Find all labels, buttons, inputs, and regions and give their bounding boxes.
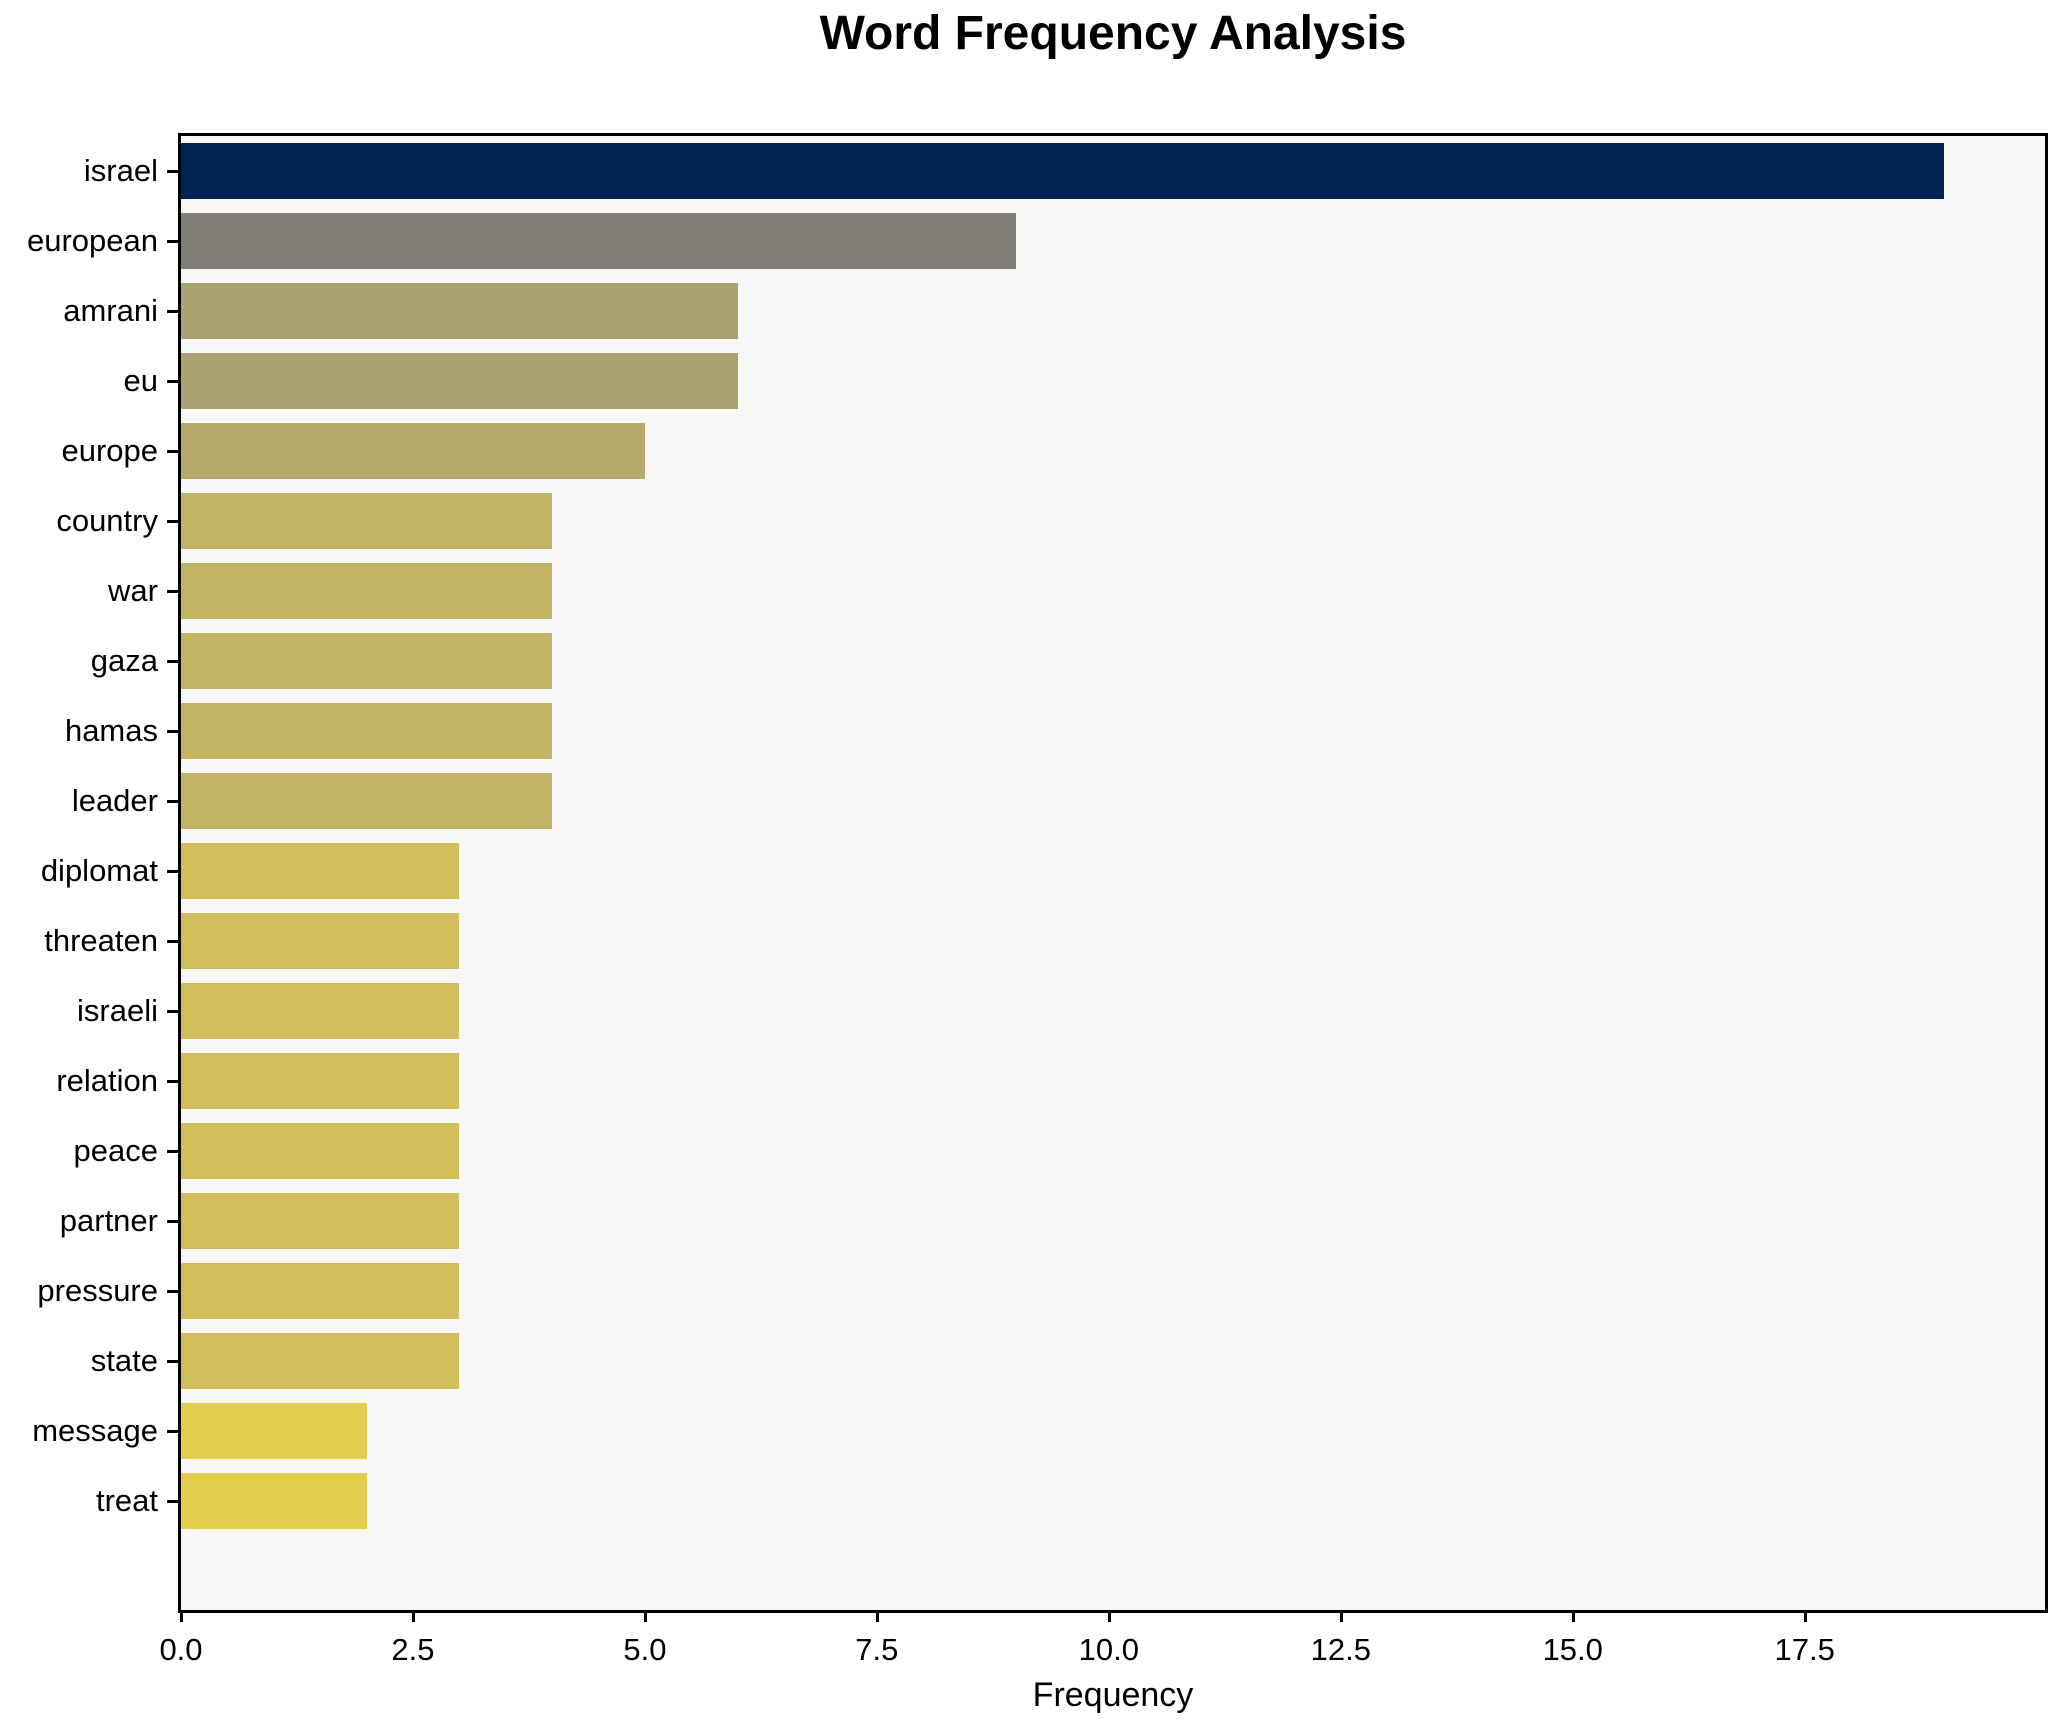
y-tick-label-peace: peace: [73, 1133, 158, 1168]
y-tick-mark: [167, 940, 178, 943]
x-axis-title: Frequency: [1032, 1676, 1194, 1714]
y-tick-mark: [167, 1150, 178, 1153]
y-tick-mark: [167, 800, 178, 803]
bar-pressure: [181, 1263, 459, 1319]
y-tick-label-treat: treat: [95, 1483, 158, 1518]
x-tick-label-2.5: 2.5: [391, 1632, 435, 1667]
y-tick-mark: [167, 380, 178, 383]
bar-eu: [181, 353, 738, 409]
y-tick-label-threaten: threaten: [44, 923, 158, 958]
y-tick-mark: [167, 310, 178, 313]
x-tick-mark: [1571, 1610, 1575, 1622]
y-tick-label-gaza: gaza: [90, 643, 158, 678]
bar-hamas: [181, 703, 552, 759]
bar-treat: [181, 1473, 367, 1529]
y-tick-label-pressure: pressure: [37, 1273, 158, 1308]
plot-area: [178, 133, 2048, 1613]
bar-european: [181, 213, 1016, 269]
y-tick-mark: [167, 1430, 178, 1433]
bar-leader: [181, 773, 552, 829]
bar-diplomat: [181, 843, 459, 899]
y-tick-label-amrani: amrani: [63, 293, 158, 328]
y-tick-label-hamas: hamas: [64, 713, 158, 748]
bar-war: [181, 563, 552, 619]
y-tick-label-relation: relation: [56, 1063, 158, 1098]
y-tick-label-israel: israel: [83, 153, 158, 188]
bar-relation: [181, 1053, 459, 1109]
y-tick-label-state: state: [90, 1343, 158, 1378]
x-tick-mark: [1339, 1610, 1343, 1622]
x-tick-mark: [875, 1610, 879, 1622]
x-tick-label-5.0: 5.0: [623, 1632, 667, 1667]
y-tick-mark: [167, 240, 178, 243]
bar-country: [181, 493, 552, 549]
bar-message: [181, 1403, 367, 1459]
x-tick-label-7.5: 7.5: [855, 1632, 899, 1667]
y-tick-label-israeli: israeli: [77, 993, 158, 1028]
y-tick-label-war: war: [108, 573, 158, 608]
y-tick-mark: [167, 450, 178, 453]
bar-israel: [181, 143, 1944, 199]
y-tick-mark: [167, 1010, 178, 1013]
y-tick-label-european: european: [26, 223, 158, 258]
y-tick-label-message: message: [32, 1413, 158, 1448]
y-tick-label-country: country: [56, 503, 158, 538]
x-tick-label-15.0: 15.0: [1542, 1632, 1603, 1667]
bar-israeli: [181, 983, 459, 1039]
x-tick-label-10.0: 10.0: [1078, 1632, 1139, 1667]
y-tick-mark: [167, 1080, 178, 1083]
y-tick-mark: [167, 730, 178, 733]
y-tick-mark: [167, 660, 178, 663]
bar-gaza: [181, 633, 552, 689]
y-tick-label-diplomat: diplomat: [40, 853, 158, 888]
x-tick-mark: [643, 1610, 647, 1622]
bar-amrani: [181, 283, 738, 339]
bar-peace: [181, 1123, 459, 1179]
x-tick-mark: [1107, 1610, 1111, 1622]
y-tick-mark: [167, 1220, 178, 1223]
y-tick-label-eu: eu: [123, 363, 158, 398]
x-tick-label-17.5: 17.5: [1774, 1632, 1835, 1667]
x-tick-mark: [180, 1610, 183, 1622]
y-tick-mark: [167, 870, 178, 873]
y-tick-label-europe: europe: [61, 433, 158, 468]
bar-threaten: [181, 913, 459, 969]
bar-partner: [181, 1193, 459, 1249]
y-tick-mark: [167, 1290, 178, 1293]
y-tick-mark: [167, 590, 178, 593]
chart-title: Word Frequency Analysis: [819, 7, 1407, 60]
y-tick-mark: [167, 1360, 178, 1363]
bar-europe: [181, 423, 645, 479]
y-tick-mark: [167, 520, 178, 523]
y-tick-mark: [167, 1500, 178, 1503]
y-tick-label-partner: partner: [59, 1203, 158, 1238]
y-tick-label-leader: leader: [71, 783, 158, 818]
x-tick-label-12.5: 12.5: [1310, 1632, 1371, 1667]
x-tick-label-0.0: 0.0: [159, 1632, 203, 1667]
x-tick-mark: [411, 1610, 415, 1622]
bar-state: [181, 1333, 459, 1389]
y-tick-mark: [167, 170, 178, 173]
x-tick-mark: [1803, 1610, 1807, 1622]
